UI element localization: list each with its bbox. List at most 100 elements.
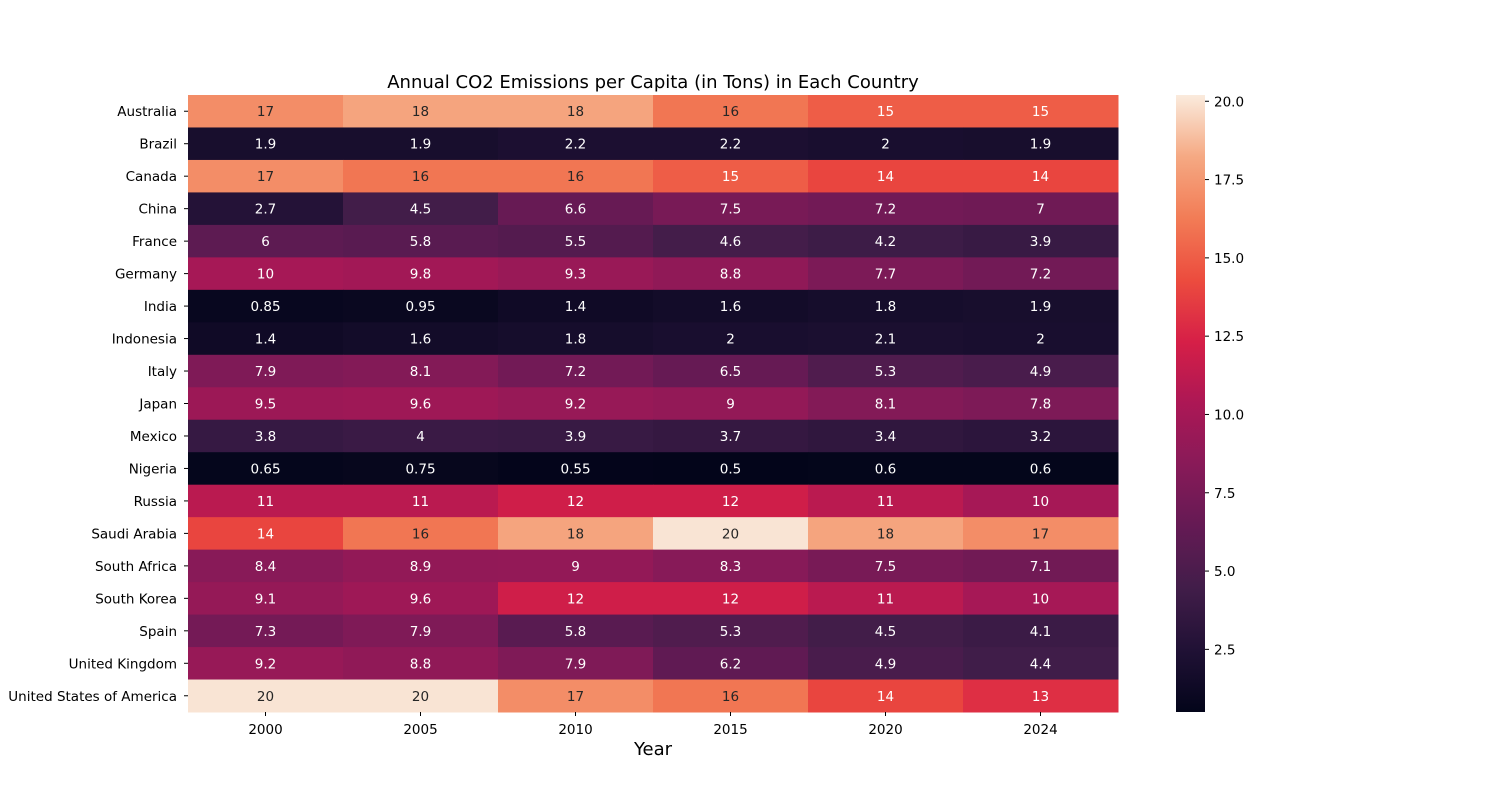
heatmap-cell xyxy=(188,387,344,421)
heatmap-cell xyxy=(498,127,654,161)
heatmap-cell xyxy=(188,614,344,648)
cell-value-label: 17 xyxy=(257,104,274,120)
heatmap-cell xyxy=(188,354,344,388)
x-axis-label: Year xyxy=(633,739,673,760)
heatmap-cell xyxy=(963,484,1119,518)
cell-value-label: 3.9 xyxy=(1030,234,1051,250)
heatmap-cell xyxy=(188,289,344,323)
y-tick-label: India xyxy=(144,299,177,315)
heatmap-cell xyxy=(343,614,499,648)
heatmap-cell xyxy=(498,452,654,486)
cell-value-label: 11 xyxy=(257,494,274,510)
cell-value-label: 12 xyxy=(567,591,584,607)
heatmap-cell xyxy=(808,224,964,258)
colorbar-tick-label: 12.5 xyxy=(1214,329,1244,345)
y-tick-label: Saudi Arabia xyxy=(91,526,177,542)
heatmap-cell xyxy=(963,582,1119,616)
heatmap-cell xyxy=(963,224,1119,258)
cell-value-label: 18 xyxy=(567,526,584,542)
heatmap-cell xyxy=(808,322,964,356)
heatmap-cell xyxy=(808,679,964,713)
colorbar-tick-label: 15.0 xyxy=(1214,251,1244,267)
colorbar xyxy=(1176,95,1205,712)
cell-value-label: 0.6 xyxy=(1030,461,1051,477)
cell-value-label: 7.8 xyxy=(1030,397,1051,413)
x-tick-label: 2015 xyxy=(713,722,747,738)
cell-value-label: 8.8 xyxy=(410,656,431,672)
cell-value-label: 20 xyxy=(257,689,274,705)
heatmap-cell xyxy=(343,289,499,323)
cell-value-label: 3.8 xyxy=(255,429,276,445)
cell-value-label: 9.8 xyxy=(410,267,431,283)
heatmap-cell xyxy=(808,354,964,388)
cell-value-label: 0.55 xyxy=(560,461,590,477)
colorbar-tick-label: 10.0 xyxy=(1214,407,1244,423)
x-tick-label: 2024 xyxy=(1023,722,1057,738)
heatmap-cell xyxy=(343,452,499,486)
cell-value-label: 9.2 xyxy=(565,397,586,413)
cell-value-label: 5.8 xyxy=(565,624,586,640)
heatmap-cell xyxy=(498,95,654,128)
heatmap-cell xyxy=(188,257,344,291)
heatmap-cell xyxy=(498,484,654,518)
colorbar-tick-label: 17.5 xyxy=(1214,173,1244,189)
heatmap-cell xyxy=(498,192,654,226)
cell-value-label: 8.3 xyxy=(720,559,741,575)
cell-value-label: 0.6 xyxy=(875,461,896,477)
cell-value-label: 0.95 xyxy=(405,299,435,315)
cell-value-label: 10 xyxy=(1032,591,1049,607)
cell-value-label: 17 xyxy=(257,169,274,185)
cell-value-label: 7.9 xyxy=(255,364,276,380)
heatmap-cell xyxy=(653,322,809,356)
y-tick-label: Japan xyxy=(138,397,177,413)
cell-value-label: 1.4 xyxy=(255,332,276,348)
heatmap-cell xyxy=(188,192,344,226)
heatmap-cell xyxy=(808,452,964,486)
cell-value-label: 4.6 xyxy=(720,234,741,250)
heatmap-cell xyxy=(653,517,809,551)
y-tick-label: Canada xyxy=(126,169,177,185)
chart-title: Annual CO2 Emissions per Capita (in Tons… xyxy=(387,72,919,93)
heatmap-cell xyxy=(343,582,499,616)
cell-value-label: 7.3 xyxy=(255,624,276,640)
heatmap-cell xyxy=(653,289,809,323)
cell-value-label: 11 xyxy=(412,494,429,510)
cell-value-label: 16 xyxy=(412,526,429,542)
y-tick-label: Spain xyxy=(139,624,177,640)
cell-value-label: 1.6 xyxy=(410,332,431,348)
heatmap-cell xyxy=(343,484,499,518)
heatmap-cell xyxy=(653,192,809,226)
y-tick-label: China xyxy=(138,202,177,218)
cell-value-label: 3.7 xyxy=(720,429,741,445)
cell-value-label: 2 xyxy=(726,332,735,348)
x-tick-label: 2010 xyxy=(558,722,592,738)
cell-value-label: 20 xyxy=(722,526,739,542)
heatmap-cell xyxy=(653,484,809,518)
heatmap-cell xyxy=(188,159,344,193)
cell-value-label: 7.2 xyxy=(565,364,586,380)
y-tick-label: Mexico xyxy=(130,429,177,445)
y-tick-label: Indonesia xyxy=(112,332,177,348)
heatmap-cell xyxy=(188,127,344,161)
cell-value-label: 5.3 xyxy=(875,364,896,380)
colorbar-tick-label: 7.5 xyxy=(1214,486,1235,502)
heatmap-cell xyxy=(808,484,964,518)
y-tick-label: South Africa xyxy=(95,559,177,575)
heatmap-cell xyxy=(498,387,654,421)
heatmap-cell xyxy=(343,354,499,388)
colorbar-tick-label: 2.5 xyxy=(1214,642,1235,658)
heatmap-cell xyxy=(653,452,809,486)
heatmap-cell xyxy=(963,192,1119,226)
cell-value-label: 6.2 xyxy=(720,656,741,672)
heatmap-cell xyxy=(188,224,344,258)
cell-value-label: 7 xyxy=(1036,202,1045,218)
cell-value-label: 4.2 xyxy=(875,234,896,250)
heatmap-cell xyxy=(963,419,1119,453)
colorbar-tick-label: 5.0 xyxy=(1214,564,1235,580)
cell-value-label: 0.85 xyxy=(250,299,280,315)
heatmap-cell xyxy=(653,159,809,193)
heatmap-cell xyxy=(498,289,654,323)
heatmap-cell xyxy=(498,224,654,258)
y-tick-labels: Australia Brazil Canada China France Germany I… xyxy=(8,104,188,705)
heatmap-cell xyxy=(188,95,344,128)
